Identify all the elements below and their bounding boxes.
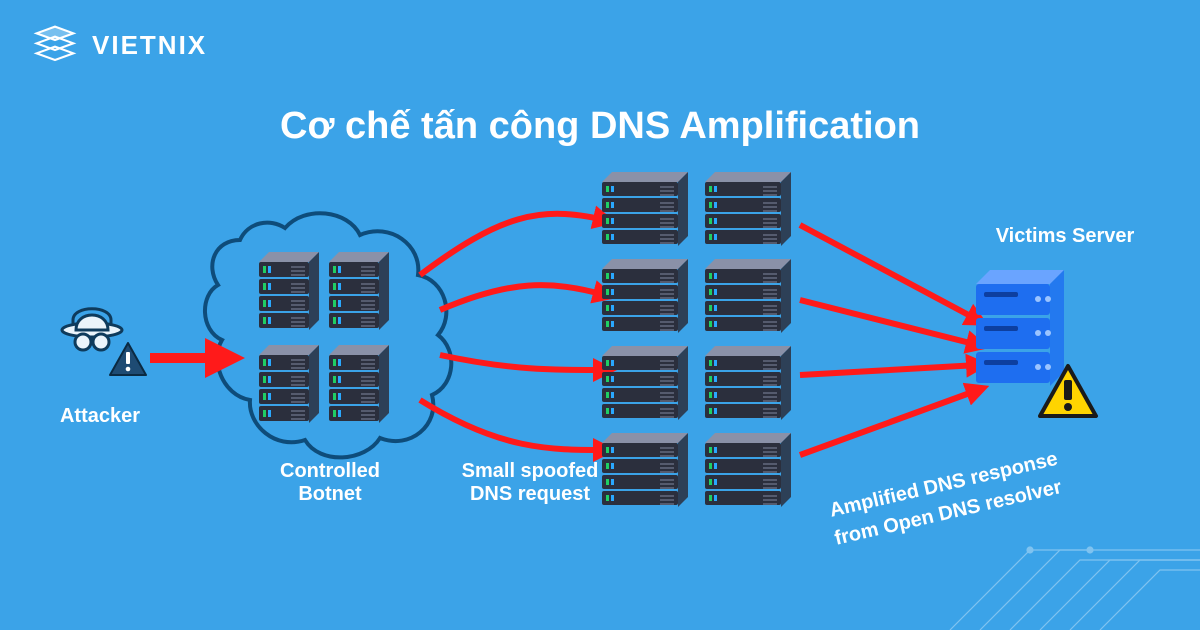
victim-server-icon xyxy=(970,270,1110,440)
botnet-label: Controlled Botnet xyxy=(250,460,410,506)
resolver-cluster xyxy=(600,170,800,490)
botnet-server xyxy=(329,345,389,428)
diagram-title: Cơ chế tấn công DNS Amplification xyxy=(0,105,1200,148)
resolver-server xyxy=(705,433,798,512)
attacker-icon xyxy=(50,300,150,390)
resolver-server xyxy=(602,259,695,338)
resolver-server xyxy=(705,346,798,425)
resolver-server xyxy=(602,172,695,251)
botnet-server xyxy=(329,252,389,335)
resolver-server xyxy=(602,346,695,425)
resolver-server xyxy=(705,259,798,338)
victim-label: Victims Server xyxy=(985,225,1145,248)
botnet-cluster xyxy=(215,190,435,440)
circuit-decoration xyxy=(940,500,1200,630)
attacker-label: Attacker xyxy=(40,405,160,428)
botnet-server xyxy=(259,345,319,428)
attacker-node xyxy=(40,300,160,395)
botnet-server xyxy=(259,252,319,335)
logo-icon xyxy=(30,20,80,70)
logo-text: VIETNIX xyxy=(92,30,207,61)
victim-node xyxy=(970,270,1130,445)
resolver-server xyxy=(705,172,798,251)
logo: VIETNIX xyxy=(30,20,207,70)
request-label: Small spoofed DNS request xyxy=(440,460,620,506)
